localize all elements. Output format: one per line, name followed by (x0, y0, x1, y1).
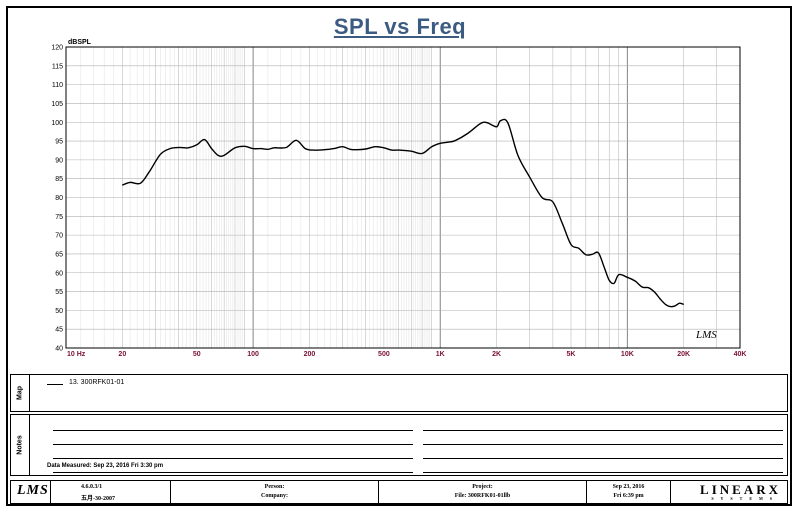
notes-line (53, 444, 413, 445)
y-tick-label: 60 (55, 270, 63, 277)
notes-line (423, 444, 783, 445)
plot-border (65, 46, 741, 349)
lms-logo: LMS (17, 483, 49, 498)
file-label: File: 300RFK01-01llb (454, 493, 511, 499)
person-label: Person: (264, 484, 285, 490)
footer-brand-cell: LINEARX SYSTEMS (671, 481, 787, 503)
y-tick-label: 95 (55, 139, 63, 146)
map-section: Map 13. 300RFK01-01 (10, 374, 788, 412)
window-frame (6, 6, 792, 506)
grid (65, 46, 741, 349)
y-tick-label: 50 (55, 308, 63, 315)
y-tick-label: 85 (55, 176, 63, 183)
notes-line (423, 430, 783, 431)
y-tick-label: 40 (55, 346, 63, 353)
x-tick-label: 1K (436, 351, 445, 358)
x-tick-label: 40K (734, 351, 747, 358)
data-measured-text: Data Measured: Sep 23, 2016 Fri 3:30 pm (47, 463, 164, 469)
footer-version-cell: 4.6.0.3/1 五月-30-2007 (51, 481, 171, 503)
footer-date: Sep 23, 2016 (612, 484, 645, 490)
x-tick-label: 20 (118, 351, 126, 358)
x-tick-label: 100 (247, 351, 259, 358)
project-label: Project: (472, 484, 493, 490)
footer-logo-cell: LMS (11, 481, 51, 503)
x-axis-ticks: 10 Hz 20 50 100 200 500 1K 2K 5K 10K 20K 40K (67, 351, 746, 358)
y-tick-label: 55 (55, 289, 63, 296)
x-tick-label: 10 Hz (67, 351, 86, 358)
y-tick-label: 100 (51, 120, 63, 127)
version-text: 4.6.0.3/1 (81, 484, 103, 490)
x-tick-label: 20K (677, 351, 690, 358)
x-tick-label: 500 (378, 351, 390, 358)
legend-entry: 13. 300RFK01-01 (69, 379, 125, 386)
map-side-label: Map (11, 375, 30, 411)
x-tick-label: 10K (621, 351, 634, 358)
y-tick-label: 65 (55, 251, 63, 258)
notes-line (53, 458, 413, 459)
y-axis-label: dBSPL (68, 39, 92, 46)
y-tick-label: 90 (55, 157, 63, 164)
legend-swatch (47, 384, 63, 385)
x-tick-label: 2K (492, 351, 501, 358)
company-label: Company: (260, 493, 288, 499)
footer-project-cell: Project: File: 300RFK01-01llb (379, 481, 587, 503)
y-tick-label: 115 (52, 63, 63, 70)
footer-time: Fri 6:39 pm (613, 493, 644, 499)
chart-title: SPL vs Freq (333, 14, 467, 39)
notes-line (423, 458, 783, 459)
notes-line (53, 472, 413, 473)
y-tick-label: 45 (55, 327, 63, 334)
y-axis-ticks: 40 45 50 55 60 65 70 75 80 85 90 95 100 105 110 115 120 (51, 45, 63, 353)
x-tick-label: 5K (567, 351, 576, 358)
notes-line (53, 430, 413, 431)
linearx-sub: SYSTEMS (711, 496, 779, 501)
y-tick-label: 110 (52, 82, 63, 89)
linearx-logo: LINEARX (700, 482, 781, 497)
y-tick-label: 120 (51, 45, 63, 52)
footer-bar: LMS 4.6.0.3/1 五月-30-2007 Person: Company… (10, 480, 788, 504)
date-code-text: 五月-30-2007 (81, 496, 115, 502)
footer-person-cell: Person: Company: (171, 481, 379, 503)
lms-watermark: LMS (695, 329, 717, 341)
notes-line (423, 472, 783, 473)
y-tick-label: 105 (51, 101, 63, 108)
y-tick-label: 75 (55, 214, 63, 221)
notes-side-label: Notes (11, 415, 30, 475)
series-line (122, 118, 684, 308)
y-tick-label: 70 (55, 233, 63, 240)
notes-section: Notes Data Measured: Sep 23, 2016 Fri 3:… (10, 414, 788, 476)
x-tick-label: 200 (304, 351, 316, 358)
y-tick-label: 80 (55, 195, 63, 202)
footer-date-cell: Sep 23, 2016 Fri 6:39 pm (587, 481, 671, 503)
x-tick-label: 50 (193, 351, 201, 358)
